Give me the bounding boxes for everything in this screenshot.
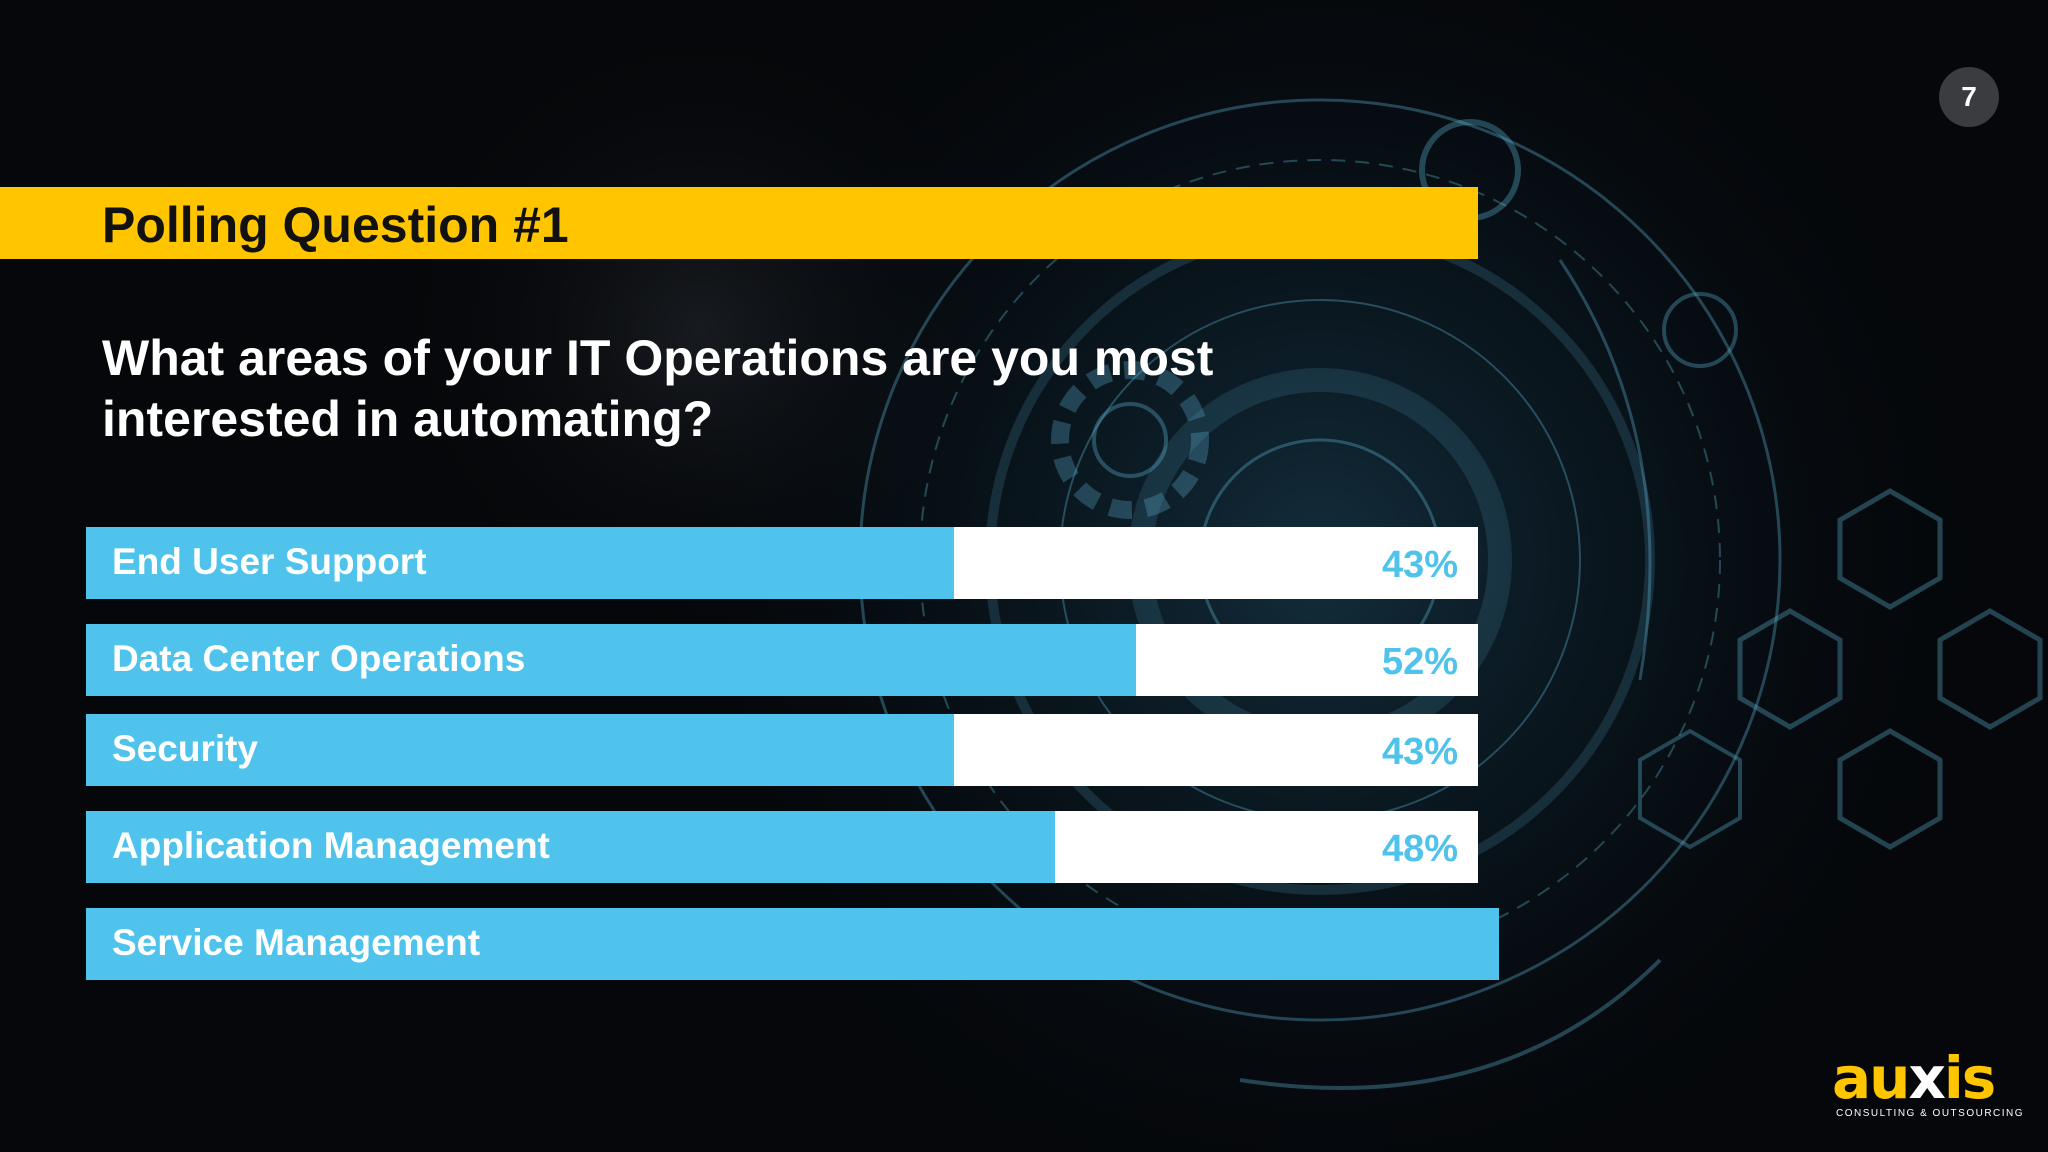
bar-row: Application Management 48% [86,811,1478,883]
logo-wordmark: auxis [1832,1044,1996,1112]
bar-value-label: 48% [1381,828,1458,870]
logo-word-x: x [1908,1044,1945,1112]
bar-row: Security 43% [86,714,1478,786]
bar-label: End User Support [112,541,427,582]
bar-row: Data Center Operations 52% [86,624,1478,696]
bar-value-label: 52% [1381,641,1458,683]
title-banner: Polling Question #1 [0,187,1478,259]
bar-fill [86,811,1055,883]
bar-value-label: 70% [1381,925,1458,967]
bar-label: Service Management [112,922,481,963]
bar-row: Service Management 70% [86,908,1499,980]
logo-word-suffix: is [1943,1044,1996,1112]
bar-fill [86,908,1499,980]
bar-label: Data Center Operations [112,638,526,679]
slide-title: Polling Question #1 [102,197,569,253]
logo-tagline: CONSULTING & OUTSOURCING [1836,1108,2025,1119]
auxis-logo: auxis CONSULTING & OUTSOURCING [1832,1046,2023,1120]
bar-row: End User Support 43% [86,527,1478,599]
logo-word-prefix: au [1832,1044,1910,1112]
bar-fill [86,527,954,599]
bar-label: Security [112,728,259,769]
bar-label: Application Management [112,825,550,866]
bar-value-label: 43% [1381,731,1458,773]
bar-fill [86,714,954,786]
bar-fill [86,624,1136,696]
poll-question: What areas of your IT Operations are you… [102,330,1214,447]
poll-results-chart: End User Support 43% Data Center Operation… [86,0,1499,1152]
bar-value-label: 43% [1381,544,1458,586]
page-number-badge: 7 [1939,67,1999,127]
